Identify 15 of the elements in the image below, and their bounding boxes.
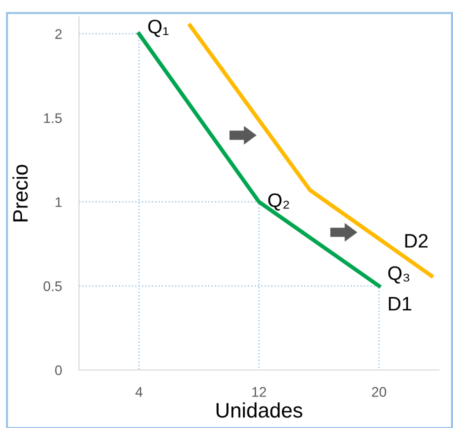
x-tick-label: 12 — [252, 387, 266, 397]
x-tick-label: 20 — [372, 387, 386, 397]
annotation: D1 — [388, 297, 412, 310]
y-tick-label: 2 — [55, 29, 62, 39]
y-tick-label: 1.5 — [44, 113, 62, 124]
x-tick-label: 4 — [135, 387, 142, 397]
annotation: Q₂ — [268, 193, 290, 211]
x-axis-title: Unidades — [216, 402, 302, 418]
y-tick-label: 1 — [56, 197, 62, 207]
annotation: Q₁ — [148, 20, 169, 37]
y-tick-label: 0.5 — [44, 281, 62, 292]
annotation: Q₃ — [388, 266, 410, 284]
y-axis-title: Precio — [12, 164, 28, 222]
y-tick-label: 0 — [55, 365, 62, 376]
annotation: D2 — [405, 234, 428, 248]
